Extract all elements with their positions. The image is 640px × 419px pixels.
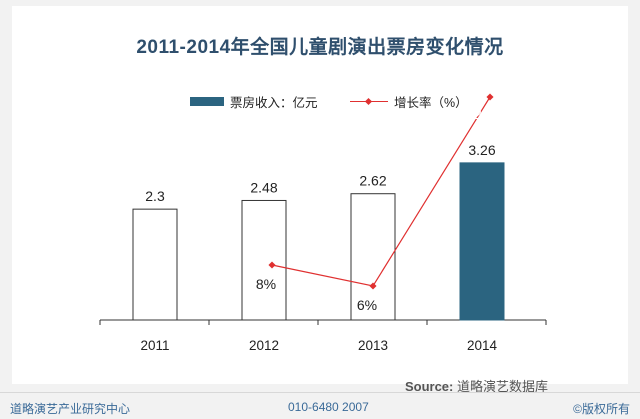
- bar-2013: [350, 193, 396, 321]
- source-note: Source: 道略演艺数据库: [405, 376, 548, 395]
- footer-phone: 010-6480 2007: [288, 400, 369, 414]
- legend-item-growth: 增长率（%）: [350, 92, 468, 111]
- legend-label-growth: 增长率（%）: [394, 96, 468, 110]
- legend-label-revenue: 票房收入：亿元: [230, 96, 318, 110]
- footer-bar: 道略演艺产业研究中心 010-6480 2007 ©版权所有: [0, 392, 640, 419]
- growth-label-2012: 8%: [256, 276, 276, 292]
- x-tick-label-2014: 2014: [467, 338, 498, 353]
- legend-bar-swatch: [190, 97, 224, 106]
- footer-copyright: ©版权所有: [573, 402, 630, 416]
- growth-label-2013: 6%: [357, 297, 377, 313]
- x-tick-label-2013: 2013: [358, 338, 388, 353]
- bar-2011: [132, 208, 178, 321]
- bar-value-label-2013: 2.62: [359, 173, 386, 189]
- legend-item-revenue: 票房收入：亿元: [190, 92, 318, 111]
- bar-value-label-2012: 2.48: [250, 179, 277, 195]
- bar-value-label-2011: 2.3: [145, 188, 165, 204]
- x-tick-label-2012: 2012: [249, 338, 279, 353]
- source-prefix: Source:: [404, 379, 454, 394]
- bar-value-label-2014: 3.26: [468, 142, 495, 158]
- bar-2012: [241, 199, 287, 321]
- legend: 票房收入：亿元 增长率（%）: [12, 92, 628, 110]
- growth-point-2012: [268, 261, 276, 269]
- growth-label-2014: 24%: [474, 106, 502, 122]
- chart-title: 2011-2014年全国儿童剧演出票房变化情况: [136, 37, 504, 58]
- x-tick-label-2011: 2011: [140, 338, 169, 353]
- growth-point-2013: [369, 282, 377, 290]
- footer-org: 道略演艺产业研究中心: [10, 402, 131, 416]
- chart-card: 2011-2014年全国儿童剧演出票房变化情况 票房收入：亿元 增长率（%） 2…: [12, 6, 628, 394]
- legend-line-swatch: [350, 97, 388, 107]
- source-text: 道略演艺数据库: [456, 379, 548, 394]
- growth-point-2014: [486, 93, 494, 101]
- chart-plot: 2.3 2011 2.48 2012 2.62 2013 3.26 2014 8% 6% 24%: [99, 93, 547, 353]
- bar-2014: [459, 162, 505, 321]
